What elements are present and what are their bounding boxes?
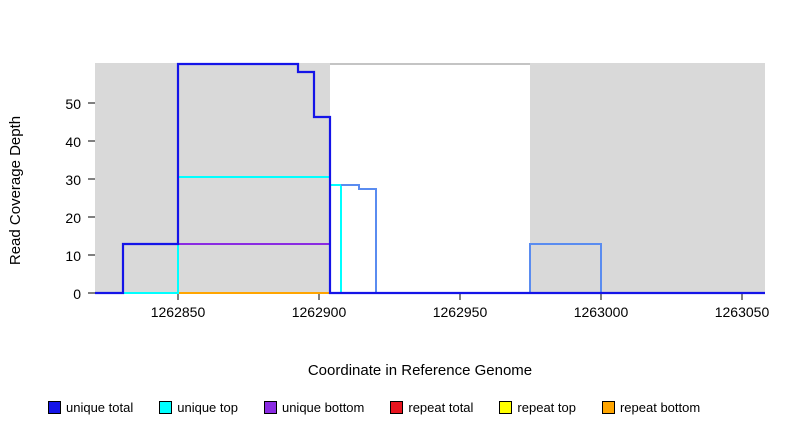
legend-swatch-unique-total bbox=[48, 401, 61, 414]
background-band-right bbox=[530, 63, 765, 293]
legend-label-unique-total: unique total bbox=[66, 400, 133, 415]
legend-label-repeat-bottom: repeat bottom bbox=[620, 400, 700, 415]
legend-swatch-repeat-top bbox=[499, 401, 512, 414]
x-tick-1263000: 1263000 bbox=[561, 304, 641, 320]
legend-swatch-repeat-bottom bbox=[602, 401, 615, 414]
y-tick-20: 20 bbox=[55, 210, 81, 226]
legend-item-repeat-bottom[interactable]: repeat bottom bbox=[602, 400, 700, 415]
coverage-depth-chart: Read Coverage Depth Coordinate in Refere… bbox=[0, 0, 792, 432]
y-tick-10: 10 bbox=[55, 248, 81, 264]
y-tick-30: 30 bbox=[55, 172, 81, 188]
legend-label-unique-bottom: unique bottom bbox=[282, 400, 364, 415]
y-tick-50: 50 bbox=[55, 96, 81, 112]
x-axis-title: Coordinate in Reference Genome bbox=[95, 362, 745, 379]
legend-swatch-repeat-total bbox=[390, 401, 403, 414]
x-tick-1263050: 1263050 bbox=[702, 304, 782, 320]
legend-label-unique-top: unique top bbox=[177, 400, 238, 415]
background-band-middle bbox=[330, 63, 530, 293]
legend-label-repeat-top: repeat top bbox=[517, 400, 576, 415]
x-tick-1262950: 1262950 bbox=[420, 304, 500, 320]
legend-item-repeat-total[interactable]: repeat total bbox=[390, 400, 473, 415]
y-tick-0: 0 bbox=[55, 286, 81, 302]
chart-legend: unique total unique top unique bottom re… bbox=[48, 400, 748, 415]
y-tick-40: 40 bbox=[55, 134, 81, 150]
legend-swatch-unique-bottom bbox=[264, 401, 277, 414]
legend-item-unique-total[interactable]: unique total bbox=[48, 400, 133, 415]
y-axis-ticks bbox=[88, 103, 95, 293]
legend-swatch-unique-top bbox=[159, 401, 172, 414]
legend-label-repeat-total: repeat total bbox=[408, 400, 473, 415]
legend-item-unique-top[interactable]: unique top bbox=[159, 400, 238, 415]
x-tick-1262850: 1262850 bbox=[138, 304, 218, 320]
legend-item-repeat-top[interactable]: repeat top bbox=[499, 400, 576, 415]
y-axis-title: Read Coverage Depth bbox=[6, 75, 26, 305]
legend-item-unique-bottom[interactable]: unique bottom bbox=[264, 400, 364, 415]
x-tick-1262900: 1262900 bbox=[279, 304, 359, 320]
